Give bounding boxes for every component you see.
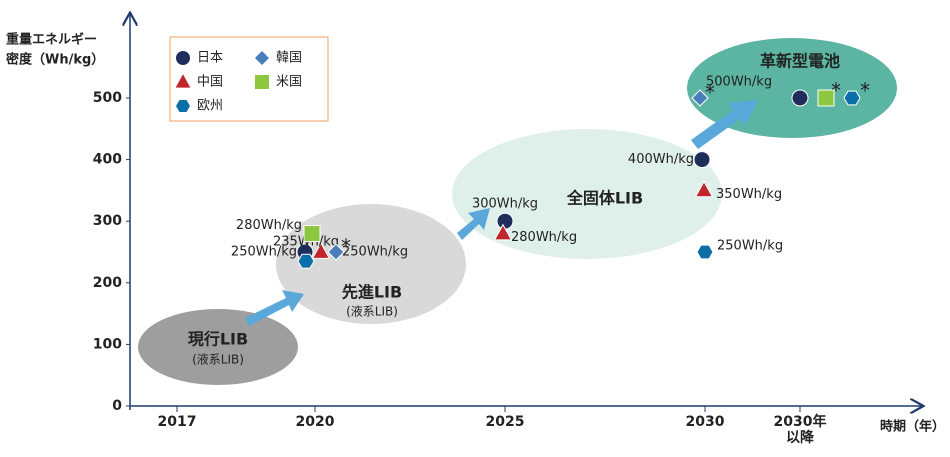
legend-label: 韓国 xyxy=(276,51,302,66)
note-mark: * xyxy=(860,79,870,103)
marker xyxy=(843,90,861,106)
data-label: 500Wh/kg xyxy=(706,75,772,90)
marker xyxy=(303,225,321,243)
y-axis-title: 重量エネルギー xyxy=(6,32,97,48)
x-axis-title: 時期（年） xyxy=(880,419,945,435)
y-axis-title: 密度（Wh/kg） xyxy=(5,52,104,68)
legend-label: 中国 xyxy=(197,75,223,90)
note-mark: * xyxy=(705,81,715,105)
y-tick-label: 400 xyxy=(93,152,122,168)
marker xyxy=(817,89,835,107)
marker xyxy=(696,244,714,260)
marker xyxy=(693,151,711,169)
region-sub: (液系LIB) xyxy=(346,304,398,319)
data-label: 250Wh/kg xyxy=(231,245,297,260)
region-label: 革新型電池 xyxy=(760,52,840,71)
note-mark: * xyxy=(831,79,841,103)
x-tick-label: 2017 xyxy=(157,414,197,430)
data-label: 280Wh/kg xyxy=(511,230,577,245)
marker xyxy=(176,51,190,65)
region xyxy=(276,204,466,324)
regions: 現行LIB (液系LIB) 先進LIB (液系LIB) 全固体LIB 革新型電池 xyxy=(138,38,897,385)
marker xyxy=(496,212,514,230)
data-label: 280Wh/kg xyxy=(236,218,302,233)
data-label: 250Wh/kg xyxy=(342,245,408,260)
marker xyxy=(327,243,345,261)
legend-label: 欧州 xyxy=(197,99,223,114)
legend-label: 米国 xyxy=(276,75,302,90)
marker xyxy=(255,51,269,65)
marker xyxy=(175,74,191,88)
arrows xyxy=(245,100,758,326)
legend xyxy=(169,36,329,122)
marker xyxy=(297,253,315,269)
y-tick-label: 100 xyxy=(93,336,122,352)
region xyxy=(138,309,298,385)
data-label: 400Wh/kg xyxy=(628,152,694,167)
legend-label: 日本 xyxy=(197,51,223,66)
y-tick-label: 300 xyxy=(93,213,122,229)
y-tick-label: 0 xyxy=(112,398,122,414)
marker xyxy=(691,89,709,107)
x-tick-label: 2030年以降 xyxy=(773,414,827,446)
y-tick-label: 500 xyxy=(93,90,122,106)
data-label: 300Wh/kg xyxy=(472,197,538,212)
y-tick-label: 200 xyxy=(93,275,122,291)
data-label: 235Wh/kg xyxy=(273,235,339,250)
marker xyxy=(493,223,513,241)
marker xyxy=(791,89,809,107)
x-tick-label: 2020 xyxy=(295,414,335,430)
region xyxy=(452,129,722,259)
note-mark: * xyxy=(341,235,351,259)
marker xyxy=(694,180,714,198)
marker xyxy=(255,75,269,89)
data-label: 250Wh/kg xyxy=(717,239,783,254)
region-label: 現行LIB xyxy=(188,330,248,349)
x-tick-label: 2025 xyxy=(485,414,525,430)
marker xyxy=(311,242,331,259)
region-sub: (液系LIB) xyxy=(192,352,244,367)
data-label: 350Wh/kg xyxy=(716,187,782,202)
marker xyxy=(176,99,190,113)
region-label: 全固体LIB xyxy=(566,189,643,208)
x-tick-label: 2030 xyxy=(685,414,725,430)
region-label: 先進LIB xyxy=(342,283,402,302)
